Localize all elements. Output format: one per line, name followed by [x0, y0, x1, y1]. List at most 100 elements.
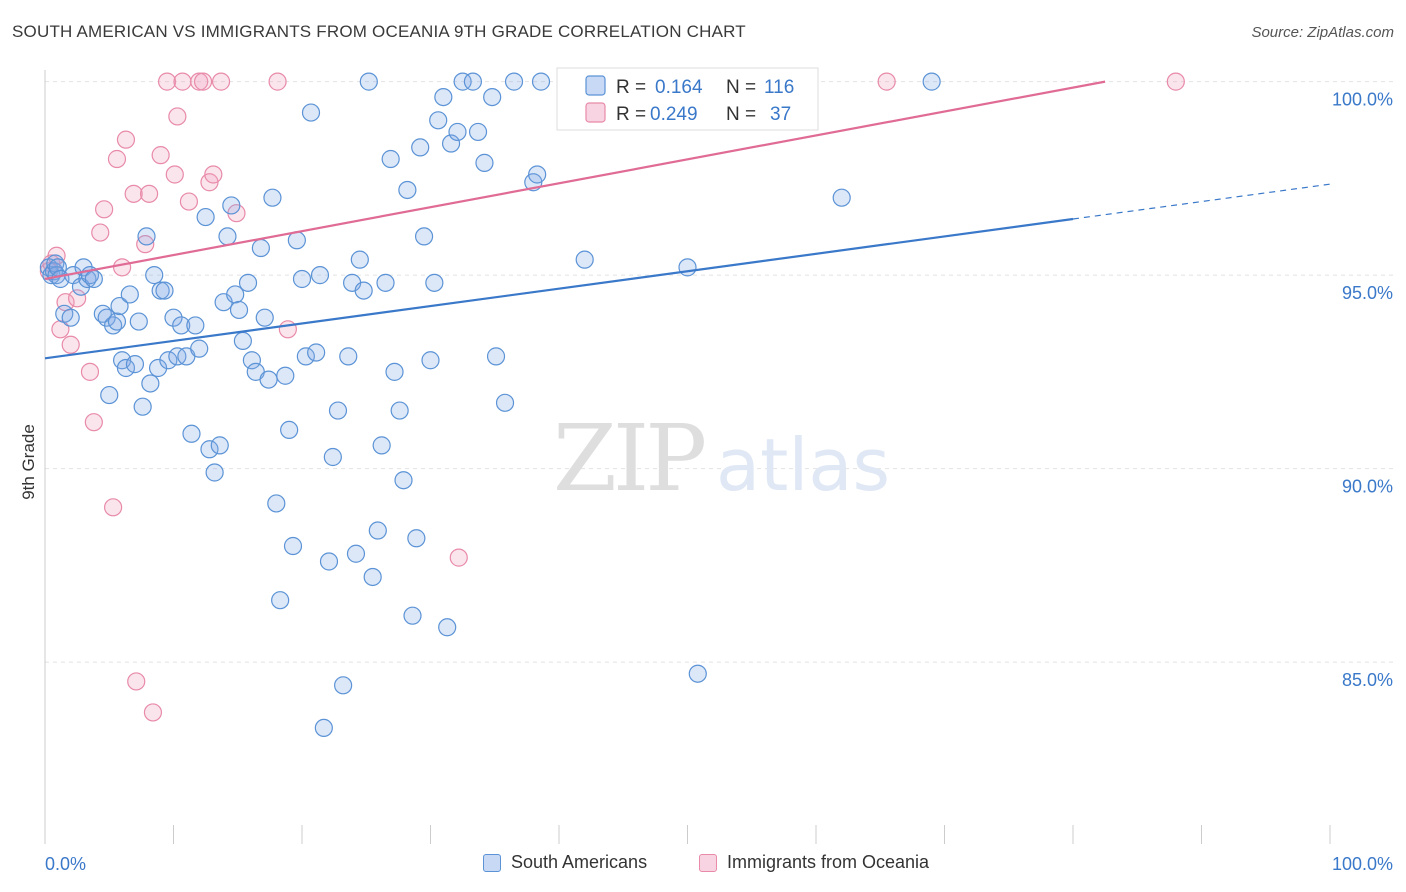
- south-american-point-114: [922, 72, 941, 91]
- south-american-point-32: [155, 281, 174, 300]
- south-american-point-84: [381, 149, 400, 169]
- watermark-zip: ZIP: [553, 405, 704, 512]
- stats-swatch-blue: [585, 75, 606, 96]
- south-american-point-41: [196, 207, 215, 227]
- south-american-point-39: [186, 316, 205, 335]
- x-tick-label-0: 0.0%: [45, 854, 86, 874]
- south-american-point-68: [310, 266, 330, 285]
- south-american-point-77: [350, 250, 369, 269]
- south-american-point-58: [267, 494, 286, 513]
- oceania-point-34: [449, 548, 468, 567]
- y-tick-label-0: 85.0%: [1342, 670, 1393, 690]
- south-american-point-52: [242, 351, 261, 370]
- south-american-point-23: [120, 285, 139, 304]
- legend-swatch-pink: [699, 853, 717, 872]
- south-american-point-56: [259, 370, 278, 389]
- south-american-point-70: [319, 552, 339, 571]
- south-american-point-19: [107, 312, 127, 331]
- south-american-point-93: [421, 351, 440, 370]
- south-american-point-105: [486, 347, 506, 366]
- south-american-point-81: [368, 521, 387, 540]
- trend-line-south-americans: [44, 217, 1074, 360]
- legend-item-oceania[interactable]: Immigrants from Oceania: [699, 852, 929, 873]
- south-american-point-47: [222, 196, 241, 215]
- legend-item-south-americans[interactable]: South Americans: [483, 852, 647, 873]
- data-points: [39, 72, 1185, 738]
- south-american-point-97: [438, 618, 457, 637]
- south-american-point-62: [283, 536, 303, 556]
- south-american-point-51: [238, 273, 258, 292]
- south-american-point-64: [292, 269, 312, 289]
- south-american-point-31: [151, 281, 170, 300]
- south-american-point-40: [190, 339, 209, 358]
- south-american-point-46: [218, 227, 237, 246]
- south-american-point-82: [372, 436, 391, 455]
- south-american-point-110: [575, 250, 594, 269]
- south-american-point-24: [125, 355, 145, 374]
- south-american-point-26: [133, 397, 152, 416]
- oceania-point-10: [95, 200, 114, 219]
- stats-box: R = 0.164 N = 116 R = 0.249 N = 37: [556, 67, 819, 131]
- south-american-point-43: [205, 463, 224, 482]
- oceania-point-14: [116, 130, 136, 149]
- legend-label-south-americans: South Americans: [511, 852, 648, 872]
- south-american-point-28: [141, 374, 160, 393]
- stats-n-value-2: 37: [770, 104, 791, 125]
- south-american-point-89: [403, 606, 422, 625]
- south-american-point-17: [100, 385, 119, 405]
- south-american-point-25: [129, 312, 148, 331]
- south-american-point-91: [411, 138, 430, 157]
- south-american-point-80: [363, 567, 382, 587]
- south-american-point-90: [407, 529, 426, 548]
- oceania-point-18: [139, 184, 159, 203]
- y-tick-label-1: 90.0%: [1342, 477, 1393, 497]
- oceania-point-25: [179, 192, 199, 211]
- oceania-point-20: [151, 146, 170, 165]
- south-american-point-55: [255, 308, 274, 327]
- south-american-point-27: [137, 227, 156, 246]
- south-american-point-98: [441, 134, 461, 153]
- stats-r-value-2: 0.249: [650, 104, 698, 125]
- watermark: ZIP atlas: [553, 405, 890, 512]
- south-american-point-92: [414, 227, 434, 246]
- oceania-point-23: [168, 107, 187, 126]
- south-american-point-71: [323, 447, 342, 467]
- y-tick-label-2: 95.0%: [1342, 283, 1393, 303]
- oceania-point-35: [877, 72, 896, 91]
- oceania-point-24: [173, 72, 192, 91]
- south-american-point-101: [463, 72, 483, 91]
- south-american-point-8: [61, 308, 80, 327]
- stats-r-label-1: R =: [616, 77, 651, 98]
- south-american-point-107: [504, 72, 524, 91]
- oceania-point-27: [193, 72, 213, 91]
- oceania-point-32: [268, 72, 287, 91]
- south-american-point-49: [229, 300, 249, 320]
- oceania-point-30: [211, 72, 231, 91]
- south-american-point-86: [390, 401, 409, 420]
- south-american-point-54: [251, 238, 270, 258]
- south-american-point-60: [276, 366, 295, 385]
- stats-box-frame: [556, 67, 819, 131]
- oceania-point-6: [68, 289, 87, 308]
- south-american-point-103: [475, 153, 494, 172]
- south-american-point-95: [429, 111, 448, 130]
- south-american-point-14: [84, 269, 103, 289]
- south-american-point-99: [448, 122, 467, 142]
- trend-line-oceania: [44, 80, 1106, 281]
- x-tick-label-1: 100.0%: [1332, 854, 1393, 874]
- south-american-point-115: [531, 72, 551, 91]
- south-american-point-20: [110, 296, 129, 316]
- y-tick-label-3: 100.0%: [1332, 90, 1393, 110]
- south-american-point-66: [301, 103, 321, 122]
- south-american-point-67: [307, 343, 326, 362]
- oceania-point-21: [157, 72, 177, 91]
- south-american-point-44: [210, 436, 229, 455]
- south-american-point-38: [182, 424, 201, 443]
- stats-r-value-1: 0.164: [655, 77, 703, 98]
- south-american-point-61: [280, 420, 299, 440]
- oceania-point-8: [84, 413, 103, 432]
- trend-lines: [44, 80, 1331, 360]
- stats-swatch-pink: [585, 102, 606, 123]
- oceania-point-19: [143, 703, 163, 722]
